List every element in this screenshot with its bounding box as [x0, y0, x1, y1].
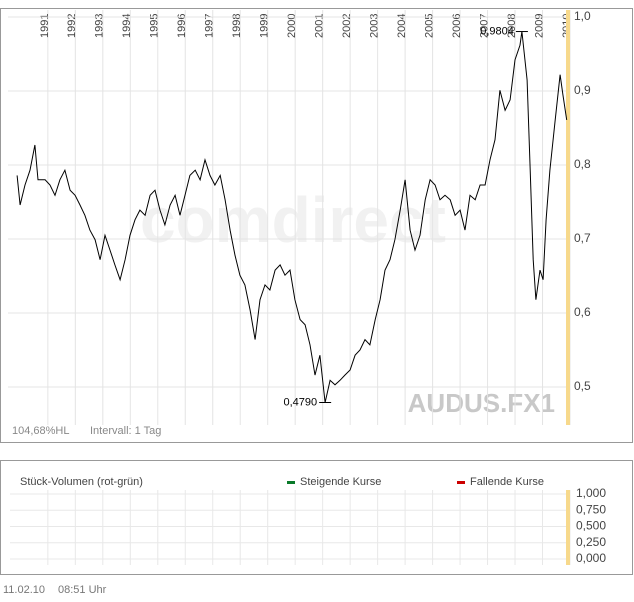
x-tick-label: 2007 [478, 14, 490, 38]
y-tick-label: 0,8 [574, 157, 591, 171]
x-tick-label: 2003 [369, 14, 381, 38]
y-tick-label: 0,750 [576, 502, 606, 516]
date: 11.02.10 [3, 584, 45, 596]
time: 08:51 Uhr [58, 584, 107, 596]
x-tick-label: 1996 [176, 14, 188, 38]
current-bar [566, 490, 570, 565]
x-tick-label: 2009 [533, 14, 545, 38]
x-tick-label: 1997 [204, 14, 216, 38]
annotation: 0,9804 [480, 25, 514, 37]
x-tick-label: 2000 [286, 14, 298, 38]
y-tick-label: 0,5 [574, 379, 591, 393]
y-tick-label: 0,500 [576, 519, 606, 533]
x-tick-label: 2004 [396, 14, 408, 38]
x-tick-label: 1999 [259, 14, 271, 38]
y-tick-label: 0,9 [574, 83, 591, 97]
watermark: comdirect [140, 184, 446, 256]
annotation: 0,4790 [283, 396, 317, 408]
x-tick-label: 1995 [149, 14, 161, 38]
y-tick-label: 0,7 [574, 231, 591, 245]
x-tick-label: 1993 [94, 14, 106, 38]
x-tick-label: 1998 [231, 14, 243, 38]
x-tick-label: 2008 [506, 14, 518, 38]
volume-title: Stück-Volumen (rot-grün) [20, 476, 143, 488]
current-bar [566, 10, 570, 425]
interval: Intervall: 1 Tag [90, 425, 161, 437]
y-tick-label: 0,250 [576, 535, 606, 549]
x-tick-label: 2005 [423, 14, 435, 38]
y-tick-label: 0,000 [576, 551, 606, 565]
x-tick-label: 1992 [66, 14, 78, 38]
x-tick-label: 2002 [341, 14, 353, 38]
volume-panel [0, 460, 633, 575]
legend-swatch [287, 481, 295, 484]
x-tick-label: 2006 [451, 14, 463, 38]
x-tick-label: 2001 [314, 14, 326, 38]
instrument: AUDUS.FX1 [408, 388, 555, 418]
legend-label: Fallende Kurse [470, 476, 544, 488]
info: 104,68%HL [12, 425, 70, 437]
y-tick-label: 0,6 [574, 305, 591, 319]
x-tick-label: 1991 [39, 14, 51, 38]
price-line [16, 31, 568, 403]
legend-label: Steigende Kurse [300, 476, 381, 488]
x-tick-label: 1994 [121, 14, 133, 38]
y-tick-label: 1,000 [576, 486, 606, 500]
legend-swatch [457, 481, 465, 484]
y-tick-label: 1,0 [574, 9, 591, 23]
